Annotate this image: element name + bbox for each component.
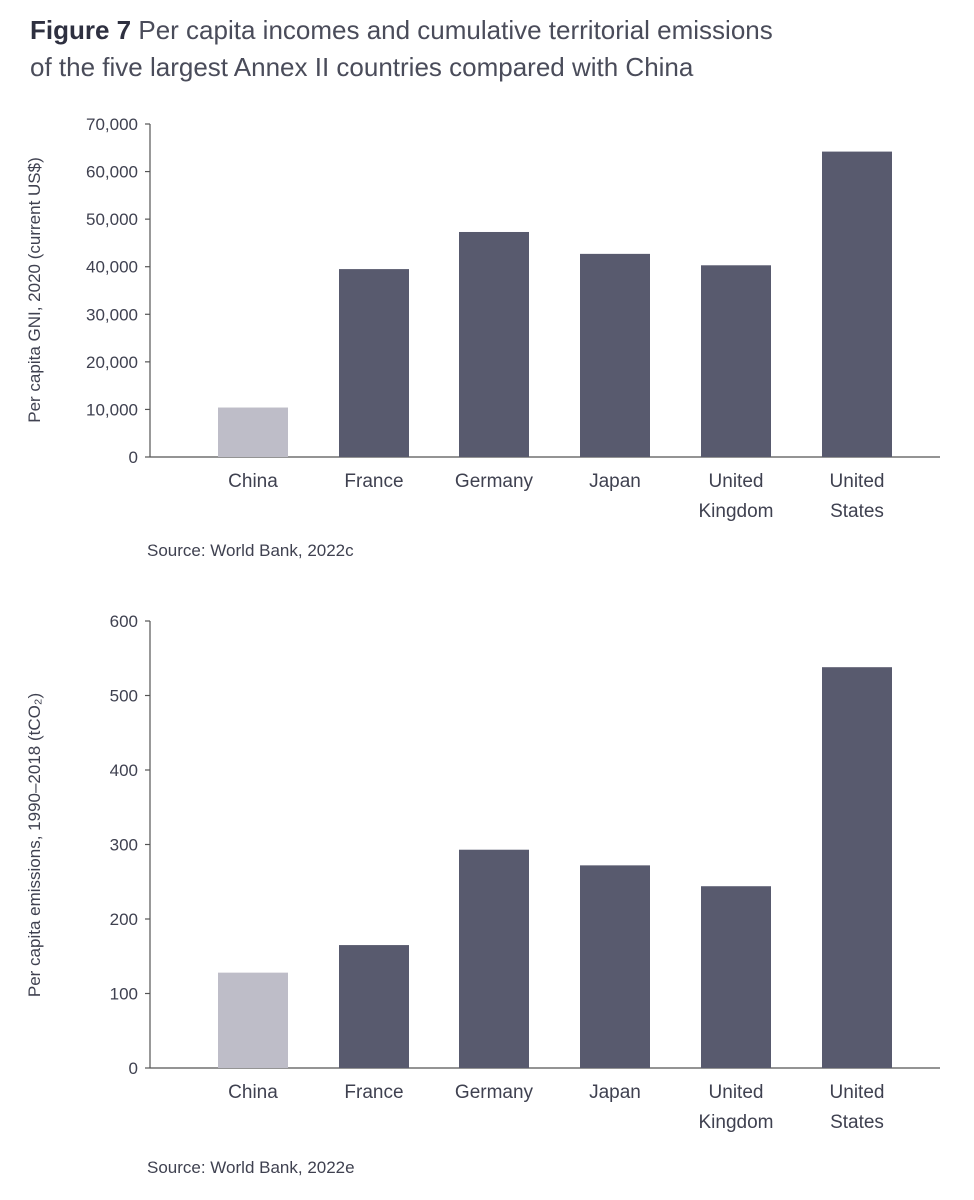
emissions-ytick-label: 100 <box>110 985 138 1004</box>
gni-bar-united-states <box>822 151 892 457</box>
emissions-ytick-label: 300 <box>110 836 138 855</box>
emissions-ylabel: Per capita emissions, 1990–2018 (tCO₂) <box>25 693 44 997</box>
gni-ytick-label: 50,000 <box>86 210 138 229</box>
gni-ytick-label: 10,000 <box>86 400 138 419</box>
emissions-category-label: United Kingdom <box>699 1082 774 1133</box>
figure-title: Figure 7 Per capita incomes and cumulati… <box>30 12 950 86</box>
emissions-bar-united-states <box>822 667 892 1068</box>
gni-ytick-label: 70,000 <box>86 115 138 134</box>
gni-ytick-label: 40,000 <box>86 258 138 277</box>
emissions-ytick-label: 600 <box>110 612 138 631</box>
gni-ytick-label: 0 <box>129 448 138 467</box>
emissions-category-label: China <box>228 1082 278 1103</box>
emissions-category-label: United States <box>830 1082 885 1133</box>
emissions-bar-france <box>339 945 409 1068</box>
gni-category-label: China <box>228 471 278 492</box>
emissions-ytick-label: 0 <box>129 1059 138 1078</box>
gni-source: Source: World Bank, 2022c <box>147 541 354 560</box>
gni-bar-united-kingdom <box>701 265 771 457</box>
emissions-bar-germany <box>459 849 529 1068</box>
gni-bar-china <box>218 407 288 457</box>
emissions-bar-chart: 0 100 200 300 400 500 600 Per capita emissions,… <box>25 612 940 1177</box>
gni-bar-japan <box>580 253 650 457</box>
gni-ytick-label: 60,000 <box>86 163 138 182</box>
emissions-ytick-label: 500 <box>110 687 138 706</box>
gni-bar-france <box>339 269 409 457</box>
figure-label: Figure 7 <box>30 15 132 45</box>
emissions-category-label: Japan <box>589 1082 641 1103</box>
emissions-ytick-label: 400 <box>110 761 138 780</box>
figure-title-line1: Per capita incomes and cumulative territ… <box>138 15 773 45</box>
gni-category-label: Germany <box>455 471 534 492</box>
gni-category-label: France <box>344 471 403 492</box>
figure-title-line2: of the five largest Annex II countries c… <box>30 52 694 82</box>
emissions-category-label: Germany <box>455 1082 534 1103</box>
gni-ylabel: Per capita GNI, 2020 (current US$) <box>25 157 44 423</box>
emissions-bar-japan <box>580 865 650 1068</box>
emissions-bar-china <box>218 972 288 1068</box>
gni-category-label: United States <box>830 471 885 522</box>
gni-bar-germany <box>459 231 529 457</box>
emissions-ytick-label: 200 <box>110 910 138 929</box>
gni-ytick-label: 20,000 <box>86 353 138 372</box>
emissions-category-label: France <box>344 1082 403 1103</box>
emissions-bar-united-kingdom <box>701 886 771 1068</box>
gni-category-label: United Kingdom <box>699 471 774 522</box>
emissions-source: Source: World Bank, 2022e <box>147 1158 355 1177</box>
gni-ytick-label: 30,000 <box>86 305 138 324</box>
gni-bar-chart: 0 10,000 20,000 30,000 40,000 50,000 60,000 70,… <box>25 115 940 560</box>
gni-category-label: Japan <box>589 471 641 492</box>
